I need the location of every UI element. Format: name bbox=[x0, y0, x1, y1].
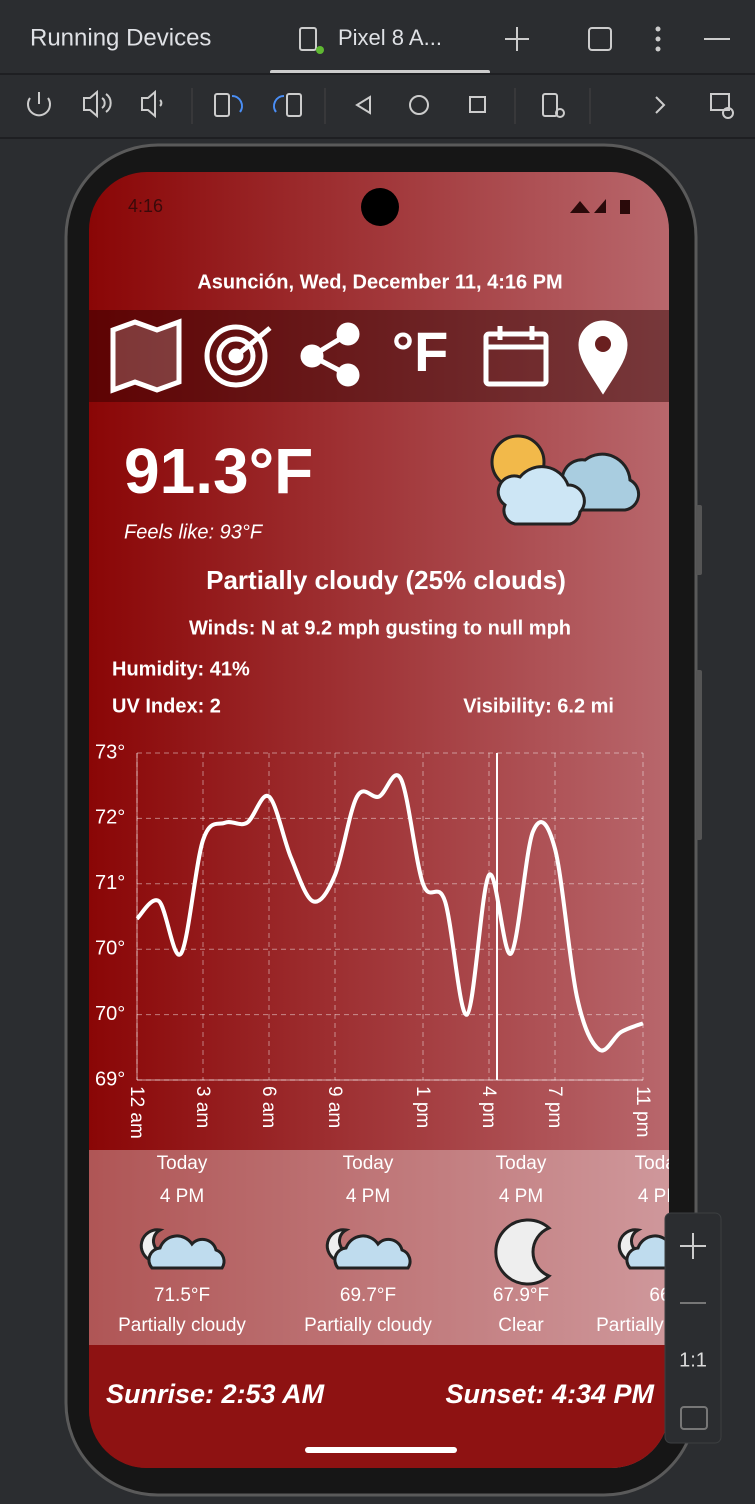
sunset: Sunset: 4:34 PM bbox=[445, 1379, 654, 1409]
camera bbox=[361, 188, 399, 226]
y-tick-label: 70° bbox=[95, 937, 125, 959]
winds: Winds: N at 9.2 mph gusting to null mph bbox=[189, 617, 571, 639]
location-line: Asunción, Wed, December 11, 4:16 PM bbox=[197, 271, 562, 293]
forecast-desc: Partially cloudy bbox=[304, 1315, 432, 1336]
forecast-time: 4 PM bbox=[638, 1186, 682, 1207]
toolbar bbox=[89, 310, 669, 402]
y-tick-label: 73° bbox=[95, 741, 125, 763]
forecast-temp: 66 bbox=[649, 1285, 670, 1306]
x-tick-label: 4 pm bbox=[478, 1086, 499, 1128]
toolbar[interactable] bbox=[27, 89, 734, 119]
more-button[interactable] bbox=[655, 26, 661, 52]
forecast-list: Today 4 PM 71.5°F Partially cloudy Today 4 PM… bbox=[118, 1153, 724, 1336]
app-icons[interactable] bbox=[110, 318, 628, 395]
device-tab[interactable]: Pixel 8 A... bbox=[338, 25, 442, 50]
device-icon bbox=[299, 27, 317, 51]
cloud-icon bbox=[147, 1234, 226, 1270]
humidity: Humidity: 41% bbox=[112, 658, 250, 680]
home-indicator[interactable] bbox=[305, 1447, 457, 1453]
ide-header bbox=[0, 0, 755, 72]
x-tick-label: 1 pm bbox=[412, 1086, 433, 1128]
forecast-temp: 67.9°F bbox=[493, 1285, 549, 1306]
forecast-time: 4 PM bbox=[160, 1186, 204, 1207]
y-tick-label: 69° bbox=[95, 1068, 125, 1090]
forecast-day: Today bbox=[496, 1153, 547, 1174]
restore-button[interactable] bbox=[588, 27, 612, 51]
forecast-desc: Partially cloudy bbox=[596, 1315, 724, 1336]
forecast-temp: 69.7°F bbox=[340, 1285, 396, 1306]
status-icons bbox=[570, 199, 630, 214]
x-tick-label: 6 am bbox=[258, 1086, 279, 1128]
y-tick-label: 70° bbox=[95, 1003, 125, 1025]
unit-button[interactable]: °F bbox=[392, 320, 449, 383]
y-tick-label: 71° bbox=[95, 872, 125, 894]
side-button bbox=[696, 505, 702, 575]
feels-like: Feels like: 93°F bbox=[124, 521, 264, 543]
forecast-time: 4 PM bbox=[346, 1186, 390, 1207]
forecast-desc: Clear bbox=[498, 1315, 544, 1336]
visibility: Visibility: 6.2 mi bbox=[463, 695, 614, 717]
zoom-panel bbox=[664, 1212, 722, 1444]
forecast-day: Today bbox=[157, 1153, 208, 1174]
phone-screen: 4:16 Asunción, Wed, December 11, 4:16 PM… bbox=[89, 172, 724, 1468]
forecast-desc: Partially cloudy bbox=[118, 1315, 246, 1336]
sunrise: Sunrise: 2:53 AM bbox=[106, 1379, 325, 1409]
x-tick-label: 12 am bbox=[126, 1086, 147, 1139]
cloud-icon bbox=[333, 1234, 412, 1270]
uv-index: UV Index: 2 bbox=[112, 695, 221, 717]
x-tick-label: 7 pm bbox=[544, 1086, 565, 1128]
add-button[interactable] bbox=[505, 27, 529, 51]
zoom-fit[interactable] bbox=[680, 1406, 708, 1430]
weather-icon bbox=[490, 434, 641, 526]
x-tick-label: 11 pm bbox=[632, 1086, 653, 1137]
side-button bbox=[696, 670, 702, 840]
status-dot bbox=[316, 46, 324, 54]
panel-title: Running Devices bbox=[30, 24, 211, 51]
x-tick-label: 3 am bbox=[192, 1086, 213, 1128]
forecast-temp: 71.5°F bbox=[154, 1285, 210, 1306]
forecast-day: Today bbox=[343, 1153, 394, 1174]
pin-hole bbox=[595, 336, 611, 352]
forecast-time: 4 PM bbox=[499, 1186, 543, 1207]
zoom-reset[interactable]: 1:1 bbox=[679, 1349, 707, 1371]
moon-icon bbox=[494, 1218, 552, 1286]
y-tick-label: 72° bbox=[95, 807, 125, 829]
temperature-chart: 69° 70° 70° 71° 72° 73° 12 am 3 am 6 am 9 am 1 pm 4… bbox=[95, 741, 653, 1139]
status-time: 4:16 bbox=[128, 196, 163, 216]
conditions: Partially cloudy (25% clouds) bbox=[206, 565, 566, 595]
forecast-day: Today bbox=[635, 1153, 686, 1174]
zoom-in[interactable] bbox=[680, 1233, 706, 1259]
temperature-line bbox=[135, 773, 644, 1053]
x-tick-label: 9 am bbox=[324, 1086, 345, 1128]
temperature: 91.3°F bbox=[124, 435, 313, 507]
